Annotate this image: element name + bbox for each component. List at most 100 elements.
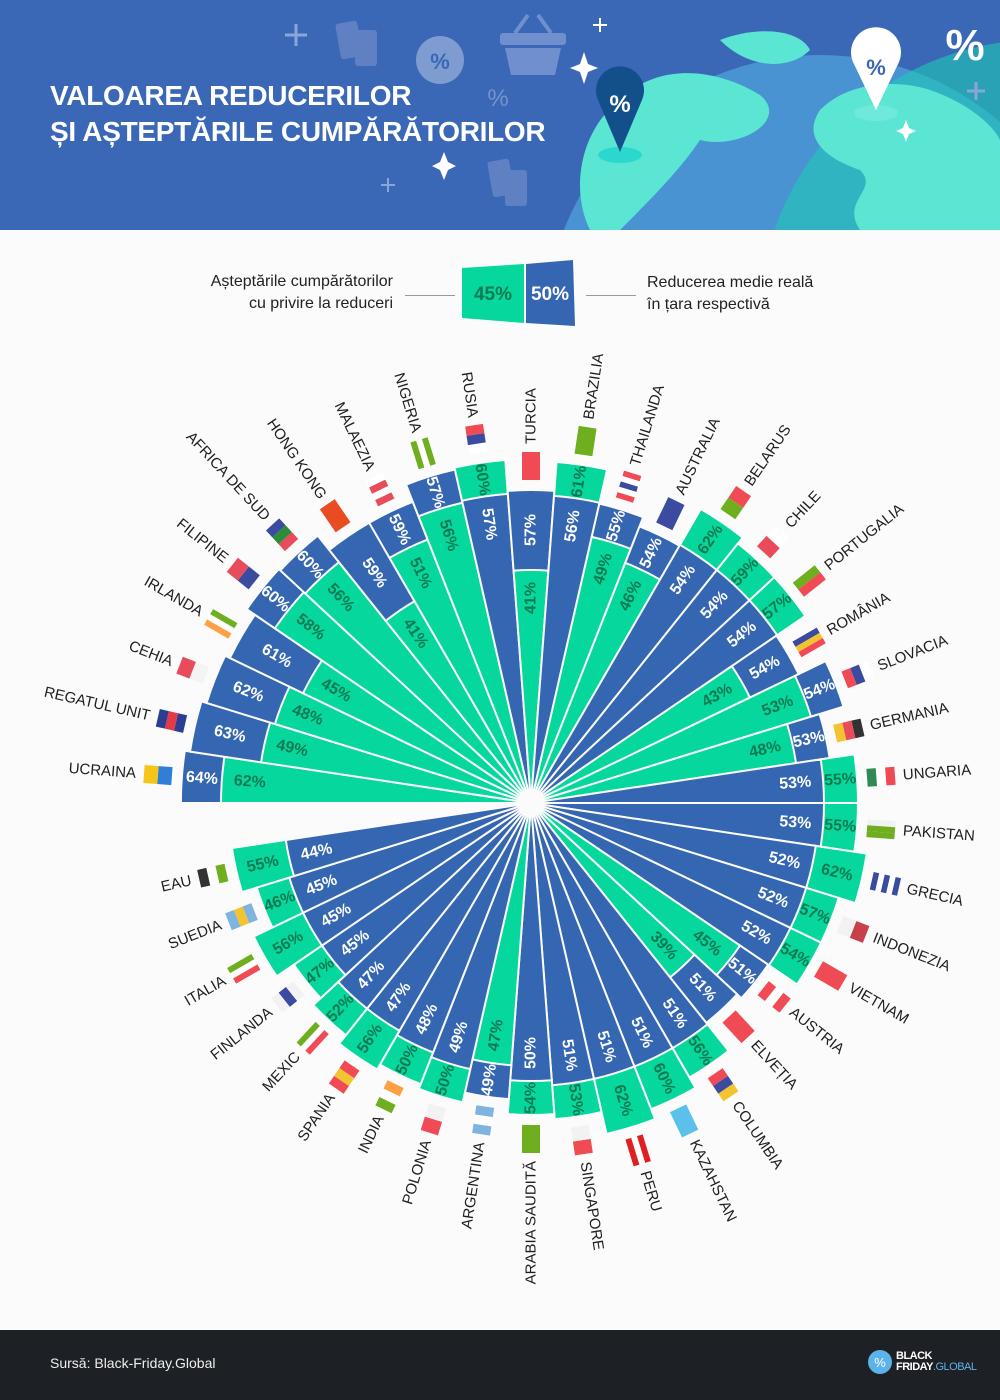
expected-value-label: 55% <box>824 770 857 789</box>
expected-value-label: 55% <box>245 852 280 876</box>
flag-stripe <box>271 992 290 1013</box>
country-label: PORTUGALIA <box>821 501 907 574</box>
flag-icon <box>722 1010 755 1044</box>
flag-stripe <box>416 438 431 468</box>
country-label: IRLANDA <box>141 573 206 620</box>
flag-stripe <box>858 661 875 682</box>
flag-stripe <box>867 819 896 828</box>
expected-value-label: 62% <box>819 861 854 885</box>
flag-stripe <box>841 668 857 689</box>
svg-text:%: % <box>430 49 450 74</box>
flag-stripe <box>574 425 597 457</box>
logo-line-2: FRIDAY.GLOBAL <box>896 1362 977 1373</box>
flag-stripe <box>866 768 878 787</box>
flag-stripe <box>522 1125 540 1153</box>
flag-stripe <box>226 557 249 581</box>
flag-stripe <box>237 566 260 590</box>
flag-stripe <box>472 1123 492 1136</box>
flag-stripe <box>339 1060 360 1079</box>
country-label: MALAEZIA <box>331 399 379 473</box>
flag-icon <box>757 525 790 559</box>
flag-stripe <box>296 1021 320 1047</box>
country-label: ARABIA SAUDITĂ <box>523 1161 540 1284</box>
flag-stripe <box>522 452 540 480</box>
expected-value-label: 47% <box>485 1018 507 1052</box>
flag-stripe <box>669 1104 699 1138</box>
logo-line-1: BLACK <box>896 1350 932 1362</box>
flag-stripe <box>233 906 250 927</box>
map-pin-icon: % <box>851 27 902 121</box>
flag-stripe <box>795 632 823 653</box>
flag-stripe <box>420 1116 443 1136</box>
flag-stripe <box>850 664 866 685</box>
flag-stripe <box>615 492 635 503</box>
country-sector: 62%51%PERU <box>530 802 665 1214</box>
flag-stripe <box>757 981 777 1002</box>
flag-stripe <box>207 614 235 634</box>
flag-icon <box>866 819 896 840</box>
flag-stripe <box>410 440 425 470</box>
flag-stripe <box>886 875 896 895</box>
flag-stripe <box>798 572 826 597</box>
chart-hub <box>518 790 544 816</box>
country-label: THAILANDA <box>627 383 668 468</box>
flag-icon <box>271 981 305 1013</box>
country-label: CHILE <box>782 488 825 532</box>
flag-icon <box>522 452 540 480</box>
flag-stripe <box>718 1083 739 1102</box>
legend-sample-expectations: 45% <box>474 284 512 305</box>
flag-stripe <box>707 1068 728 1086</box>
page-title: VALOAREA REDUCERILOR ȘI AȘTEPTĂRILE CUMP… <box>50 78 546 150</box>
flag-stripe <box>155 709 169 729</box>
country-label: HONG KONG <box>263 416 330 503</box>
map-pin-icon: % <box>596 66 644 163</box>
flag-stripe <box>278 986 298 1007</box>
country-label: UNGARIA <box>902 762 971 784</box>
legend-connector-line <box>586 295 636 296</box>
country-sector: 59%54%CHILE <box>530 488 825 804</box>
legend-connector-line <box>405 295 455 296</box>
country-label: SINGAPORE <box>577 1161 607 1252</box>
expected-value-label: 48% <box>747 738 782 762</box>
flag-stripe <box>383 1080 404 1097</box>
country-label: AUSTRALIA <box>672 415 723 497</box>
flag-stripe <box>636 1134 651 1163</box>
flag-stripe <box>772 992 791 1013</box>
expected-value-label: 53% <box>565 1083 587 1117</box>
country-label: REGATUL UNIT <box>42 684 151 725</box>
percent-icon: % <box>487 85 508 112</box>
actual-value-label: 52% <box>767 849 802 873</box>
flag-icon <box>176 656 209 684</box>
flag-stripe <box>143 765 159 785</box>
flag-stripe <box>164 711 178 731</box>
actual-value-label: 50% <box>523 1037 540 1069</box>
flag-stripe <box>713 1075 734 1094</box>
flag-stripe <box>625 1137 640 1167</box>
flag-stripe <box>465 423 485 436</box>
flag-icon <box>574 425 597 457</box>
country-sector: 55% 44% EAU <box>159 802 532 896</box>
flag-stripe <box>215 863 229 884</box>
flag-stripe <box>265 518 286 538</box>
actual-value-label: 49% <box>478 1063 500 1097</box>
country-label: NIGERIA <box>390 371 424 435</box>
flag-stripe <box>369 479 389 494</box>
flag-stripe <box>792 565 821 590</box>
logo-word-global: .GLOBAL <box>932 1361 977 1373</box>
country-sector: 53% 51% SINGAPORE <box>530 802 607 1252</box>
flag-stripe <box>720 497 744 520</box>
flag-stripe <box>242 903 258 924</box>
flag-stripe <box>764 986 784 1007</box>
country-label: ELVEȚIA <box>747 1037 801 1093</box>
flag-stripe <box>884 766 896 786</box>
flag-icon <box>656 497 685 531</box>
flag-stripe <box>875 767 887 787</box>
country-label: COLUMBIA <box>728 1098 786 1172</box>
flag-stripe <box>880 874 891 894</box>
legend-swatch-expectations <box>462 264 524 323</box>
flag-stripe <box>656 497 685 531</box>
flag-stripe <box>176 656 196 679</box>
flag-icon <box>155 709 188 733</box>
country-label: POLONIA <box>399 1138 435 1207</box>
flag-stripe <box>766 525 790 549</box>
